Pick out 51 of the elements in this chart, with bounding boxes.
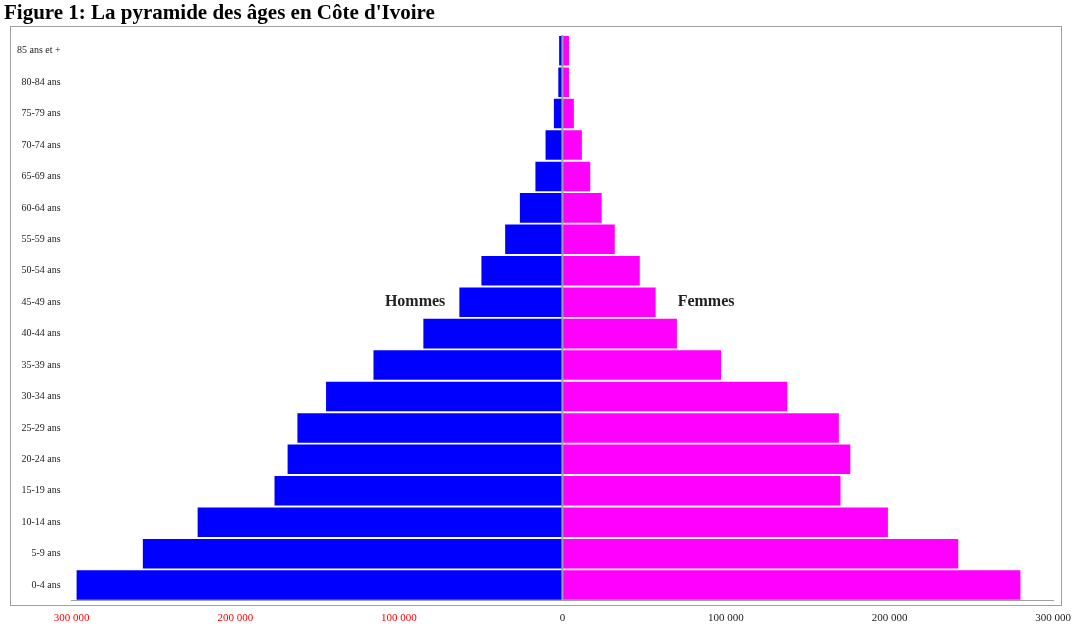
y-tick-label: 35-39 ans [21, 358, 61, 370]
y-tick-label: 85 ans et + [17, 44, 62, 56]
y-tick-label: 25-29 ans [21, 421, 61, 433]
y-tick-label: 60-64 ans [21, 201, 61, 213]
bar [562, 413, 839, 443]
x-tick-label: 0 [559, 611, 566, 624]
y-tick-label: 15-19 ans [21, 484, 61, 496]
bar [562, 381, 788, 412]
y-tick-label: 30-34 ans [21, 390, 61, 402]
y-tick-label: 55-59 ans [21, 232, 61, 244]
bar [562, 350, 722, 380]
y-tick-label: 65-69 ans [21, 170, 61, 182]
bar [297, 413, 563, 443]
y-tick-label: 20-24 ans [21, 452, 61, 464]
bar [326, 381, 563, 412]
bar [562, 193, 602, 223]
bar [562, 538, 959, 569]
bar [562, 130, 582, 160]
x-tick-label: 100 000 [708, 611, 745, 624]
bar [562, 444, 851, 475]
bar [505, 224, 563, 255]
bar [142, 538, 563, 569]
bar [373, 350, 563, 380]
bar [519, 193, 563, 223]
x-tick-label: 200 000 [217, 611, 254, 624]
bar [535, 161, 563, 192]
y-tick-label: 80-84 ans [21, 75, 61, 87]
y-tick-label: 5-9 ans [31, 547, 61, 559]
y-tick-label: 75-79 ans [21, 107, 61, 119]
series-label: Femmes [677, 292, 735, 310]
y-tick-label: 50-54 ans [21, 264, 61, 276]
bar [562, 98, 574, 129]
bar [76, 570, 563, 600]
series-label: Hommes [384, 292, 446, 310]
bar [423, 318, 563, 349]
y-tick-label: 70-74 ans [21, 138, 61, 150]
x-tick-label: 300 000 [1035, 611, 1072, 624]
x-tick-label: 100 000 [380, 611, 418, 624]
bar [562, 224, 615, 255]
x-tick-label: 300 000 [53, 611, 91, 624]
bar [562, 161, 591, 192]
y-tick-label: 0-4 ans [31, 578, 61, 590]
bar [562, 318, 677, 349]
y-tick-label: 10-14 ans [21, 515, 61, 527]
y-tick-label: 40-44 ans [21, 327, 61, 339]
y-tick-label: 45-49 ans [21, 295, 61, 307]
chart-title: Figure 1: La pyramide des âges en Côte d'Ivoire [4, 0, 435, 24]
bar [545, 130, 563, 160]
bar [287, 444, 563, 475]
x-tick-label: 200 000 [871, 611, 908, 624]
bar [562, 570, 1021, 600]
